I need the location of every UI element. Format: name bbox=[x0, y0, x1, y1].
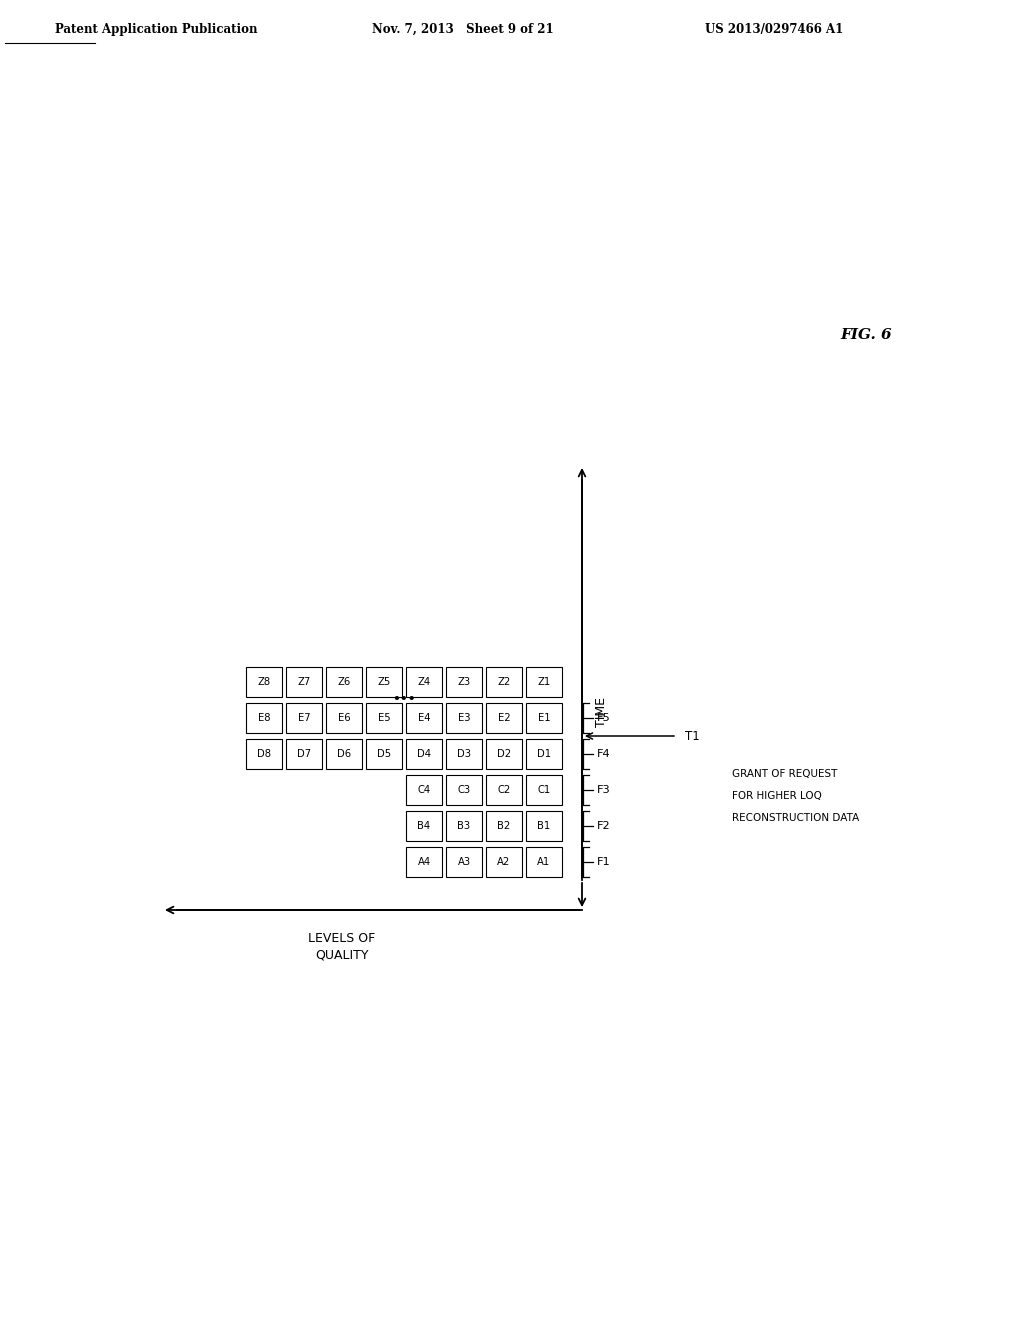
Text: D1: D1 bbox=[537, 748, 551, 759]
Bar bbox=[526, 739, 562, 770]
Bar bbox=[366, 739, 402, 770]
Text: Z8: Z8 bbox=[257, 677, 270, 686]
Text: C3: C3 bbox=[458, 785, 471, 795]
Text: Z3: Z3 bbox=[458, 677, 471, 686]
Bar bbox=[446, 847, 482, 876]
Text: F3: F3 bbox=[597, 785, 610, 795]
Bar bbox=[526, 667, 562, 697]
Bar bbox=[486, 667, 522, 697]
Bar bbox=[446, 704, 482, 733]
Text: F2: F2 bbox=[597, 821, 610, 832]
Text: B4: B4 bbox=[418, 821, 430, 832]
Text: B3: B3 bbox=[458, 821, 471, 832]
Text: E1: E1 bbox=[538, 713, 550, 723]
Bar bbox=[246, 739, 282, 770]
Bar bbox=[286, 704, 322, 733]
Text: Z6: Z6 bbox=[337, 677, 350, 686]
Text: C2: C2 bbox=[498, 785, 511, 795]
Text: Z1: Z1 bbox=[538, 677, 551, 686]
Text: A2: A2 bbox=[498, 857, 511, 867]
Text: FIG. 6: FIG. 6 bbox=[840, 327, 892, 342]
Text: Z7: Z7 bbox=[297, 677, 310, 686]
Text: Z2: Z2 bbox=[498, 677, 511, 686]
Bar bbox=[446, 667, 482, 697]
Text: D6: D6 bbox=[337, 748, 351, 759]
Text: E4: E4 bbox=[418, 713, 430, 723]
Bar bbox=[406, 775, 442, 805]
Text: T1: T1 bbox=[685, 730, 699, 742]
Text: D2: D2 bbox=[497, 748, 511, 759]
Text: E8: E8 bbox=[258, 713, 270, 723]
Text: •••: ••• bbox=[392, 693, 416, 706]
Bar bbox=[246, 704, 282, 733]
Bar bbox=[326, 704, 362, 733]
Text: C4: C4 bbox=[418, 785, 430, 795]
Text: RECONSTRUCTION DATA: RECONSTRUCTION DATA bbox=[732, 813, 859, 822]
Text: E6: E6 bbox=[338, 713, 350, 723]
Text: D3: D3 bbox=[457, 748, 471, 759]
Text: E2: E2 bbox=[498, 713, 510, 723]
Text: Patent Application Publication: Patent Application Publication bbox=[55, 22, 257, 36]
Text: B2: B2 bbox=[498, 821, 511, 832]
Bar bbox=[406, 847, 442, 876]
Bar bbox=[406, 739, 442, 770]
Text: D8: D8 bbox=[257, 748, 271, 759]
Bar bbox=[326, 667, 362, 697]
Text: F5: F5 bbox=[597, 713, 610, 723]
Text: D4: D4 bbox=[417, 748, 431, 759]
Bar bbox=[406, 667, 442, 697]
Bar bbox=[486, 775, 522, 805]
Bar bbox=[446, 775, 482, 805]
Text: D5: D5 bbox=[377, 748, 391, 759]
Text: E5: E5 bbox=[378, 713, 390, 723]
Text: Z4: Z4 bbox=[418, 677, 430, 686]
Bar bbox=[286, 667, 322, 697]
Bar bbox=[526, 847, 562, 876]
Bar bbox=[526, 704, 562, 733]
Bar bbox=[366, 704, 402, 733]
Text: C1: C1 bbox=[538, 785, 551, 795]
Text: F1: F1 bbox=[597, 857, 610, 867]
Text: E7: E7 bbox=[298, 713, 310, 723]
Bar bbox=[406, 704, 442, 733]
Bar bbox=[446, 739, 482, 770]
Bar bbox=[326, 739, 362, 770]
Text: Nov. 7, 2013   Sheet 9 of 21: Nov. 7, 2013 Sheet 9 of 21 bbox=[372, 22, 554, 36]
Text: A4: A4 bbox=[418, 857, 430, 867]
Bar bbox=[246, 667, 282, 697]
Text: GRANT OF REQUEST: GRANT OF REQUEST bbox=[732, 770, 838, 779]
Bar bbox=[486, 810, 522, 841]
Text: A3: A3 bbox=[458, 857, 471, 867]
Bar bbox=[486, 739, 522, 770]
Text: D7: D7 bbox=[297, 748, 311, 759]
Bar bbox=[486, 847, 522, 876]
Text: TIME: TIME bbox=[595, 697, 608, 727]
Text: US 2013/0297466 A1: US 2013/0297466 A1 bbox=[705, 22, 843, 36]
Bar bbox=[526, 810, 562, 841]
Text: LEVELS OF
QUALITY: LEVELS OF QUALITY bbox=[308, 932, 376, 962]
Text: FOR HIGHER LOQ: FOR HIGHER LOQ bbox=[732, 791, 822, 801]
Text: A1: A1 bbox=[538, 857, 551, 867]
Bar bbox=[486, 704, 522, 733]
Bar bbox=[446, 810, 482, 841]
Bar bbox=[286, 739, 322, 770]
Text: F4: F4 bbox=[597, 748, 610, 759]
Text: Z5: Z5 bbox=[378, 677, 390, 686]
Bar bbox=[526, 775, 562, 805]
Bar bbox=[366, 667, 402, 697]
Text: B1: B1 bbox=[538, 821, 551, 832]
Bar bbox=[406, 810, 442, 841]
Text: E3: E3 bbox=[458, 713, 470, 723]
